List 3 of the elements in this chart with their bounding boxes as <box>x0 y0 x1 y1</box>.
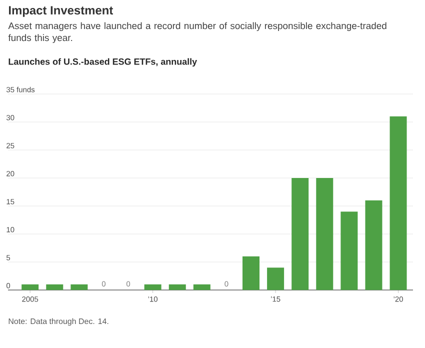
chart-subtitle: Asset managers have launched a record number of socially responsible exchange-traded funds this year. <box>8 22 386 43</box>
chart-title: Impact Investment <box>8 6 113 17</box>
y-axis-title: Launches of U.S.-based ESG ETFs, annually <box>8 58 197 67</box>
